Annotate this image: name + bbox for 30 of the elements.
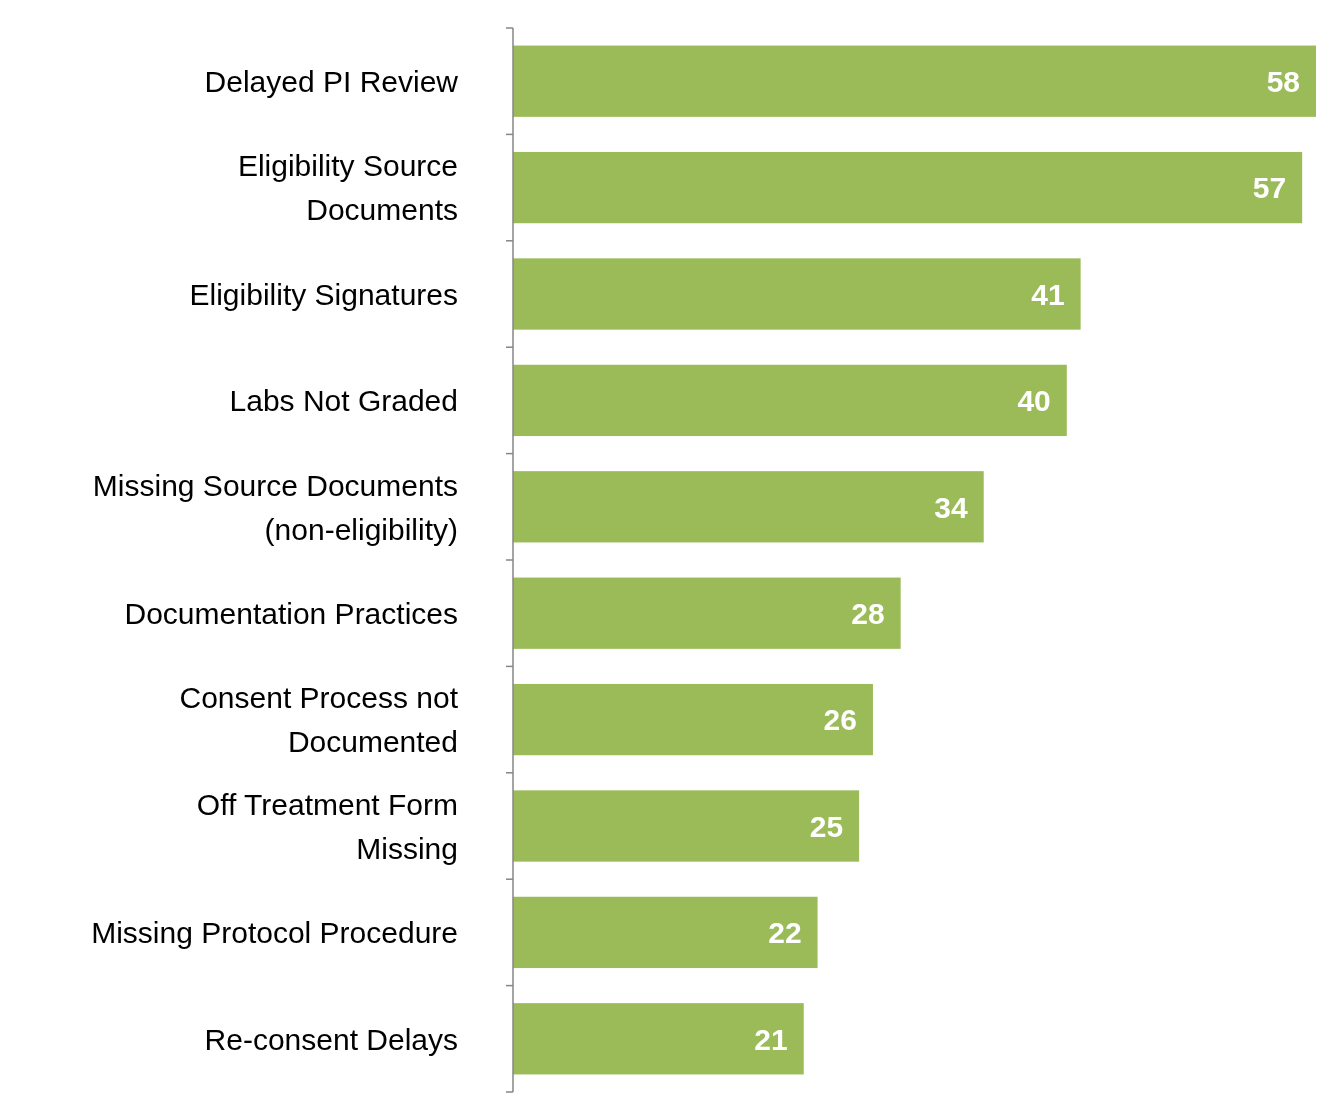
bar [513, 364, 1067, 437]
bar [513, 151, 1303, 224]
y-tick-label: Missing Protocol Procedure [91, 916, 458, 950]
bar [513, 258, 1081, 330]
data-label: 25 [809, 809, 844, 843]
y-tick-label: Labs Not Graded [229, 384, 458, 418]
data-label: 26 [823, 703, 857, 737]
y-tick-label: Missing Source Documents (non-eligibility) [92, 468, 458, 546]
data-label: 58 [1266, 65, 1300, 98]
data-label: 57 [1252, 171, 1287, 205]
y-tick-label: Eligibility Source Documents [237, 149, 458, 227]
data-label: 40 [1017, 384, 1051, 418]
data-label: 22 [768, 916, 802, 950]
bar [513, 1003, 804, 1075]
y-tick-label: Eligibility Signatures [189, 277, 458, 311]
bar [513, 683, 873, 756]
y-tick-label: Documentation Practices [124, 597, 458, 630]
bar [513, 577, 901, 649]
y-tick-label: Consent Process not Documented [179, 681, 459, 759]
bar [513, 790, 860, 862]
data-label: 28 [851, 597, 885, 630]
bar [513, 471, 984, 543]
data-label: 41 [1031, 277, 1065, 311]
y-tick-label: Delayed PI Review [204, 65, 459, 98]
y-tick-label: Re-consent Delays [204, 1022, 458, 1056]
bar [513, 896, 818, 969]
data-label: 21 [754, 1022, 788, 1056]
bar [513, 45, 1316, 117]
y-tick-label: Off Treatment Form Missing [196, 787, 458, 865]
data-label: 34 [934, 490, 969, 524]
